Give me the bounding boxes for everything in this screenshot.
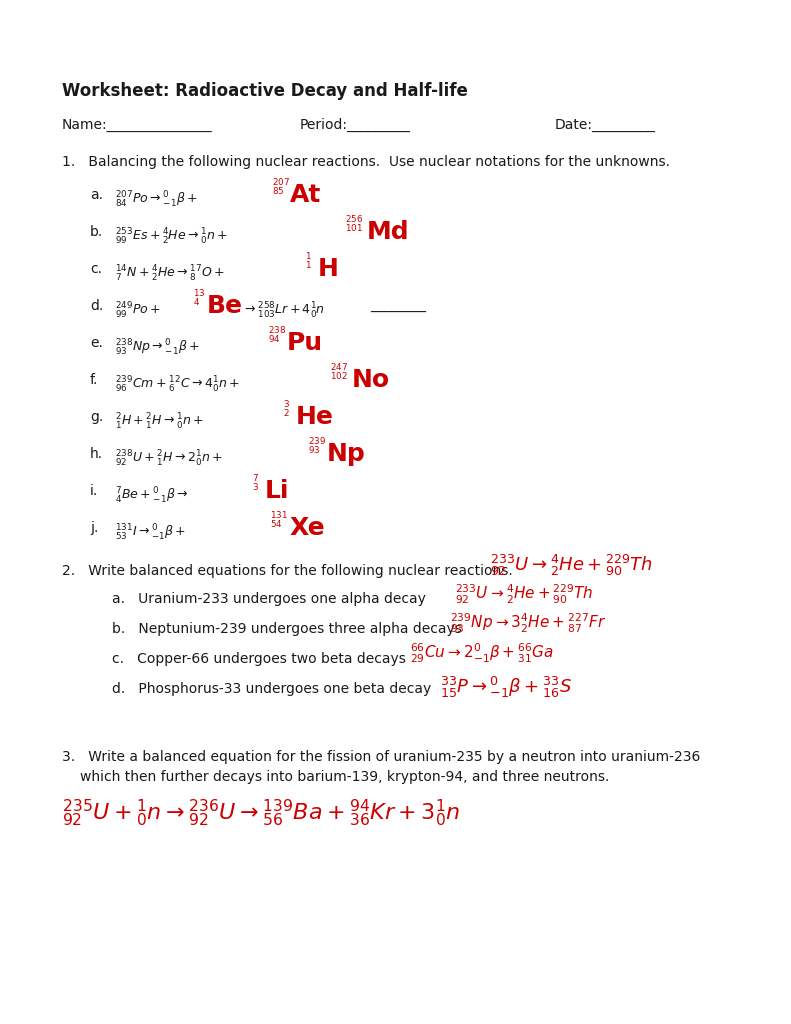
Text: ________: ________ (370, 299, 426, 313)
Text: Pu: Pu (287, 331, 324, 355)
Text: No: No (352, 368, 390, 392)
Text: H: H (318, 257, 339, 281)
Text: $^{239}_{93}$: $^{239}_{93}$ (308, 437, 326, 457)
Text: $^{1}_{1}$: $^{1}_{1}$ (305, 252, 312, 272)
Text: Date:_________: Date:_________ (555, 118, 656, 132)
Text: a.: a. (90, 188, 103, 202)
Text: $^{207}_{84}Po\rightarrow^{0}_{-1}\beta +$: $^{207}_{84}Po\rightarrow^{0}_{-1}\beta … (115, 190, 198, 210)
Text: $^{235}_{92}U+^{1}_{0}n\rightarrow^{236}_{92}U\rightarrow^{139}_{56}Ba+^{94}_{36: $^{235}_{92}U+^{1}_{0}n\rightarrow^{236}… (62, 798, 460, 829)
Text: $^{256}_{101}$: $^{256}_{101}$ (345, 215, 363, 236)
Text: $^{14}_{7}N+^{4}_{2}He\rightarrow^{17}_{8}O+$: $^{14}_{7}N+^{4}_{2}He\rightarrow^{17}_{… (115, 264, 225, 284)
Text: b.: b. (90, 225, 104, 239)
Text: Worksheet: Radioactive Decay and Half-life: Worksheet: Radioactive Decay and Half-li… (62, 82, 467, 100)
Text: a.   Uranium-233 undergoes one alpha decay: a. Uranium-233 undergoes one alpha decay (112, 592, 426, 606)
Text: which then further decays into barium-139, krypton-94, and three neutrons.: which then further decays into barium-13… (80, 770, 609, 784)
Text: $^{207}_{85}$: $^{207}_{85}$ (272, 178, 290, 198)
Text: j.: j. (90, 521, 98, 535)
Text: $^{7}_{3}$: $^{7}_{3}$ (252, 474, 259, 495)
Text: f.: f. (90, 373, 98, 387)
Text: d.: d. (90, 299, 104, 313)
Text: Np: Np (327, 442, 365, 466)
Text: c.   Copper-66 undergoes two beta decays: c. Copper-66 undergoes two beta decays (112, 652, 406, 666)
Text: $^{233}_{92}U\rightarrow^{4}_{2}He+^{229}_{90}Th$: $^{233}_{92}U\rightarrow^{4}_{2}He+^{229… (490, 553, 653, 579)
Text: $^{239}_{96}Cm+^{12}_{6}C\rightarrow4^{1}_{0}n+$: $^{239}_{96}Cm+^{12}_{6}C\rightarrow4^{1… (115, 375, 240, 395)
Text: $^{131}_{54}$: $^{131}_{54}$ (270, 511, 288, 531)
Text: $^{238}_{93}Np\rightarrow^{0}_{-1}\beta+$: $^{238}_{93}Np\rightarrow^{0}_{-1}\beta+… (115, 338, 200, 358)
Text: $^{13}_{4}$: $^{13}_{4}$ (193, 289, 206, 309)
Text: c.: c. (90, 262, 102, 276)
Text: Li: Li (265, 479, 290, 503)
Text: $^{66}_{29}Cu\rightarrow2^{0}_{-1}\beta+^{66}_{31}Ga$: $^{66}_{29}Cu\rightarrow2^{0}_{-1}\beta+… (410, 642, 554, 666)
Text: $^{239}_{93}Np\rightarrow3^{4}_{2}He+^{227}_{87}Fr$: $^{239}_{93}Np\rightarrow3^{4}_{2}He+^{2… (450, 612, 606, 635)
Text: $^{2}_{1}H+^{2}_{1}H\rightarrow^{1}_{0}n+$: $^{2}_{1}H+^{2}_{1}H\rightarrow^{1}_{0}n… (115, 412, 204, 432)
Text: $^{33}_{15}P\rightarrow^{0}_{-1}\beta+^{33}_{16}S$: $^{33}_{15}P\rightarrow^{0}_{-1}\beta+^{… (440, 675, 572, 700)
Text: $^{131}_{53}I\rightarrow^{0}_{-1}\beta+$: $^{131}_{53}I\rightarrow^{0}_{-1}\beta+$ (115, 523, 186, 543)
Text: g.: g. (90, 410, 104, 424)
Text: $^{238}_{92}U+^{2}_{1}H\rightarrow2^{1}_{0}n+$: $^{238}_{92}U+^{2}_{1}H\rightarrow2^{1}_… (115, 449, 223, 469)
Text: b.   Neptunium-239 undergoes three alpha decays: b. Neptunium-239 undergoes three alpha d… (112, 622, 462, 636)
Text: d.   Phosphorus-33 undergoes one beta decay: d. Phosphorus-33 undergoes one beta deca… (112, 682, 431, 696)
Text: Xe: Xe (290, 516, 326, 540)
Text: i.: i. (90, 484, 98, 498)
Text: $^{7}_{4}Be+^{0}_{-1}\beta\rightarrow$: $^{7}_{4}Be+^{0}_{-1}\beta\rightarrow$ (115, 486, 188, 506)
Text: Be: Be (207, 294, 243, 318)
Text: He: He (296, 406, 334, 429)
Text: Name:_______________: Name:_______________ (62, 118, 213, 132)
Text: h.: h. (90, 447, 103, 461)
Text: Period:_________: Period:_________ (300, 118, 411, 132)
Text: $^{249}_{99}Po+$: $^{249}_{99}Po+$ (115, 301, 161, 322)
Text: Md: Md (367, 220, 410, 244)
Text: At: At (290, 183, 321, 207)
Text: 1.   Balancing the following nuclear reactions.  Use nuclear notations for the u: 1. Balancing the following nuclear react… (62, 155, 670, 169)
Text: $\rightarrow^{258}_{103}Lr+4^{1}_{0}n$: $\rightarrow^{258}_{103}Lr+4^{1}_{0}n$ (242, 301, 325, 322)
Text: e.: e. (90, 336, 103, 350)
Text: 3.   Write a balanced equation for the fission of uranium-235 by a neutron into : 3. Write a balanced equation for the fis… (62, 750, 700, 764)
Text: $^{3}_{2}$: $^{3}_{2}$ (283, 400, 290, 420)
Text: $^{238}_{94}$: $^{238}_{94}$ (268, 326, 286, 346)
Text: 2.   Write balanced equations for the following nuclear reactions.: 2. Write balanced equations for the foll… (62, 564, 513, 578)
Text: $^{233}_{92}U\rightarrow^{4}_{2}He+^{229}_{90}Th$: $^{233}_{92}U\rightarrow^{4}_{2}He+^{229… (455, 583, 593, 606)
Text: $^{253}_{99}Es+^{4}_{2}He\rightarrow^{1}_{0}n+$: $^{253}_{99}Es+^{4}_{2}He\rightarrow^{1}… (115, 227, 228, 247)
Text: $^{247}_{102}$: $^{247}_{102}$ (330, 362, 348, 383)
